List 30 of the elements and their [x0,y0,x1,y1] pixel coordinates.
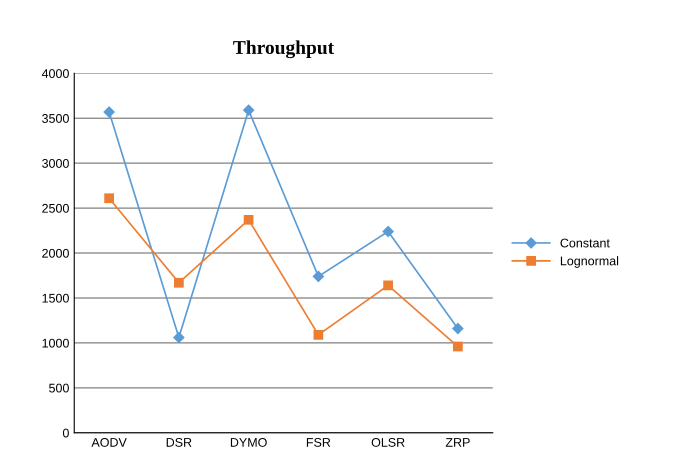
point [453,342,463,352]
y-tick-label: 3000 [42,158,69,168]
y-tick-label: 1000 [42,338,69,348]
y-tick-label: 3500 [42,114,69,123]
legend-label: Constant [560,238,610,248]
y-tick-label: 2000 [42,248,69,258]
point [244,214,254,225]
point [243,104,254,116]
point [312,270,324,282]
point [173,332,184,344]
x-tick-label: OLSR [372,438,405,447]
y-tick-label: 0 [62,428,69,438]
point [382,226,394,238]
x-tick-label: DYMO [230,438,267,447]
point [104,193,114,204]
x-tick-label: FSR [306,438,330,447]
x-tick-label: ZRP [446,438,470,447]
point [383,280,393,290]
point [452,322,464,334]
y-tick-label: 4000 [42,69,69,78]
y-tick-label: 500 [49,384,69,393]
legend-label: Lognormal [560,256,618,268]
y-tick-label: 1500 [42,294,69,303]
point [314,330,324,340]
y-tick-label: 2500 [42,204,69,213]
x-tick-label: AODV [91,438,127,447]
point [104,106,115,118]
chart-title: Throughput [233,40,334,58]
x-tick-label: DSR [166,438,192,447]
point [174,278,184,288]
